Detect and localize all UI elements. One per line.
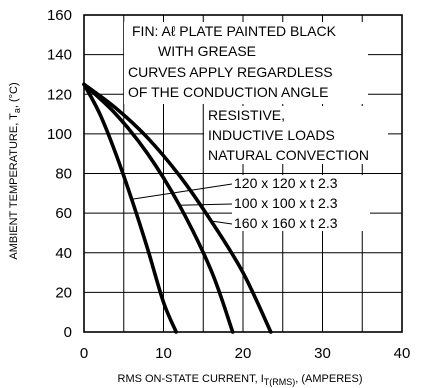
series-line-2 <box>82 82 235 334</box>
x-axis-title-sub: T(RMS) <box>264 377 296 387</box>
note-line-2: WITH GREASE <box>158 43 256 59</box>
load-line-2: INDUCTIVE LOADS <box>208 127 335 143</box>
note-line-4: OF THE CONDUCTION ANGLE <box>128 84 328 100</box>
y-tick-label: 80 <box>55 166 72 183</box>
note-line-3: CURVES APPLY REGARDLESS <box>128 64 333 80</box>
series-label-3: 160 x 160 x t 2.3 <box>234 215 338 231</box>
y-tick-label: 20 <box>55 284 72 301</box>
note-background <box>124 22 368 104</box>
curves <box>82 82 273 334</box>
y-axis-title-main: AMBIENT TEMPERATURE, T <box>8 113 20 260</box>
load-annotation: RESISTIVE, INDUCTIVE LOADS NATURAL CONVE… <box>204 106 388 164</box>
y-tick-labels: 0 20 40 60 80 100 120 140 160 <box>47 7 72 341</box>
load-line-3: NATURAL CONVECTION <box>208 147 369 163</box>
leader-lines <box>131 183 233 225</box>
x-tick-label: 20 <box>235 345 252 362</box>
y-axis-title-tail: , (°C) <box>8 82 20 108</box>
y-tick-label: 60 <box>55 205 72 222</box>
series-label-1: 120 x 120 x t 2.3 <box>234 175 338 191</box>
x-tick-label: 10 <box>155 345 172 362</box>
y-tick-label: 40 <box>55 245 72 262</box>
x-axis-title-main: RMS ON-STATE CURRENT, I <box>118 373 264 385</box>
x-axis-title: RMS ON-STATE CURRENT, IT(RMS), (AMPERES) <box>118 373 363 387</box>
y-tick-label: 160 <box>47 7 72 24</box>
plot-frame <box>83 14 403 333</box>
load-note-background <box>204 106 388 164</box>
y-tick-label: 100 <box>47 126 72 143</box>
y-tick-label: 0 <box>64 324 72 341</box>
x-tick-label: 40 <box>394 345 411 362</box>
x-tick-label: 0 <box>80 345 88 362</box>
leader-line-1 <box>131 183 233 200</box>
y-tick-label: 140 <box>47 47 72 64</box>
series-label-2: 100 x 100 x t 2.3 <box>234 195 338 211</box>
series-label-background <box>232 175 370 231</box>
x-axis-title-tail: , (AMPERES) <box>295 373 362 385</box>
x-tick-labels: 0 10 20 30 40 <box>80 345 411 362</box>
series-line-1 <box>82 82 178 334</box>
note-line-1: FIN: Aℓ PLATE PAINTED BLACK <box>132 23 337 39</box>
x-tick-label: 30 <box>314 345 331 362</box>
leader-line-2 <box>179 203 233 206</box>
leader-line-3 <box>211 220 233 225</box>
load-line-1: RESISTIVE, <box>208 107 285 123</box>
y-axis-title-sub: a <box>12 108 22 113</box>
note-annotation: FIN: Aℓ PLATE PAINTED BLACK WITH GREASE … <box>124 22 368 104</box>
series-labels: 120 x 120 x t 2.3 100 x 100 x t 2.3 160 … <box>232 175 370 231</box>
series-line-3 <box>82 82 273 334</box>
y-axis-title: AMBIENT TEMPERATURE, Ta, (°C) <box>8 82 22 259</box>
y-tick-label: 120 <box>47 86 72 103</box>
